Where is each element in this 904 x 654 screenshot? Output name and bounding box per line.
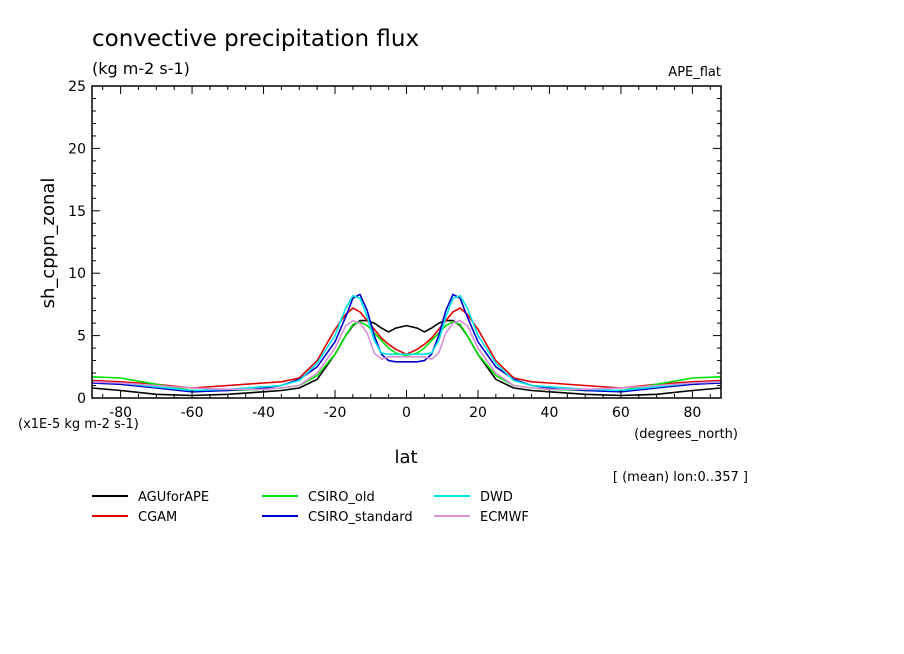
plot-frame [91, 85, 722, 399]
series-line-dwd [91, 294, 722, 392]
legend-label-dwd: DWD [480, 490, 513, 505]
x-units-label: (degrees_north) [634, 427, 738, 442]
legend-label-csiro-standard: CSIRO_standard [308, 510, 413, 525]
series-layer [91, 293, 722, 397]
x-tick-label: 60 [612, 405, 630, 421]
series-line-ecmwf [91, 319, 722, 391]
series-line-csiro-standard [91, 293, 722, 393]
x-axis-label: lat [394, 447, 417, 468]
legend-label-csiro-old: CSIRO_old [308, 490, 375, 505]
chart-units: (kg m-2 s-1) [92, 59, 190, 78]
x-tick-label: 40 [541, 405, 559, 421]
x-tick-label: 0 [402, 405, 411, 421]
y-tick-label: 20 [68, 141, 86, 157]
x-tick-label: -20 [324, 405, 347, 421]
y-scale-note: (x1E-5 kg m-2 s-1) [18, 417, 139, 432]
plot-area: -80 -60 -40 -20 0 20 40 60 80 0 5 10 15 20 25 [68, 79, 722, 421]
y-axis-label: sh_cppn_zonal [38, 178, 59, 309]
y-tick-label: 0 [77, 391, 86, 407]
averaging-note: [ (mean) lon:0..357 ] [613, 470, 748, 485]
legend-label-ecmwf: ECMWF [480, 510, 529, 525]
y-tick-label: 10 [68, 266, 86, 282]
ticks-layer: -80 -60 -40 -20 0 20 40 60 80 0 5 10 15 20 25 [68, 79, 721, 421]
y-tick-label: 25 [68, 79, 86, 95]
y-tick-label: 5 [77, 329, 86, 345]
x-tick-label: -60 [181, 405, 204, 421]
x-tick-label: 80 [683, 405, 701, 421]
x-tick-label: -40 [252, 405, 275, 421]
legend-label-aguforape: AGUforAPE [138, 490, 209, 505]
x-tick-label: -80 [109, 405, 132, 421]
series-line-cgam [91, 307, 722, 389]
legend-label-cgam: CGAM [138, 510, 177, 525]
experiment-label: APE_flat [668, 65, 721, 80]
y-tick-label: 15 [68, 204, 86, 220]
series-line-aguforape [91, 319, 722, 397]
chart-title: convective precipitation flux [92, 26, 419, 52]
legend: AGUforAPE CGAM CSIRO_old CSIRO_standard DWD E… [92, 490, 529, 525]
x-tick-label: 20 [469, 405, 487, 421]
